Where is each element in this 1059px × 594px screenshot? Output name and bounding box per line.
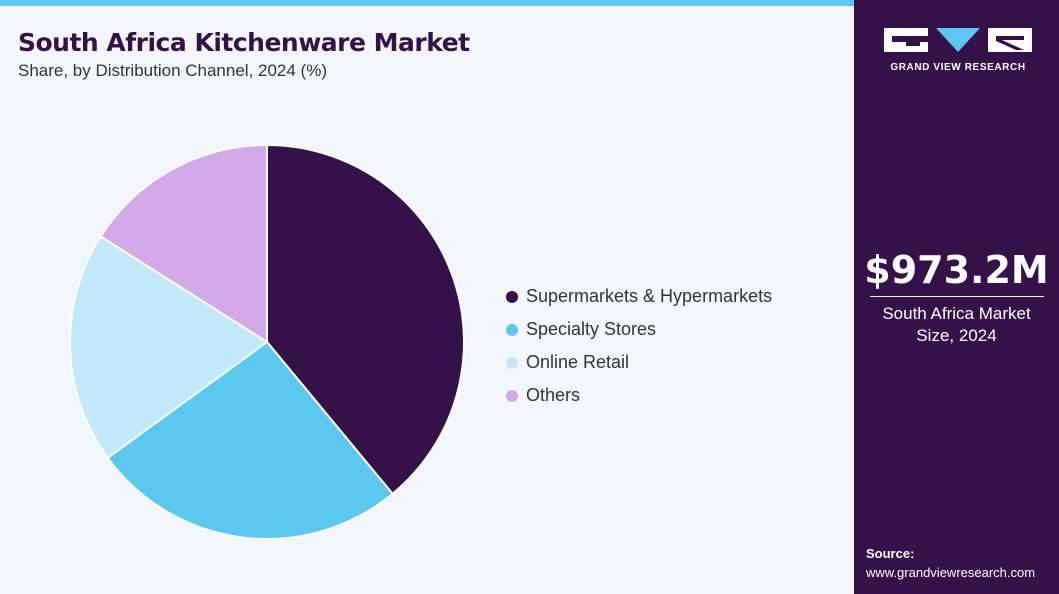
chart-area: South Africa Kitchenware Market Share, b… (18, 28, 772, 540)
market-size-label: South Africa Market Size, 2024 (854, 303, 1059, 347)
source-label: Source: (866, 546, 915, 561)
chart-subtitle: Share, by Distribution Channel, 2024 (%) (18, 61, 327, 80)
legend-item-supermarkets: Supermarkets & Hypermarkets (506, 280, 772, 313)
legend-item-online-retail: Online Retail (506, 346, 772, 379)
legend-label: Others (526, 385, 581, 405)
legend-label: Specialty Stores (526, 319, 657, 339)
accent-strip (0, 0, 854, 6)
sidebar-panel: GRAND VIEW RESEARCH $973.2M South Africa… (854, 0, 1059, 594)
chart-legend: Supermarkets & Hypermarkets Specialty St… (506, 280, 772, 412)
brand-name: GRAND VIEW RESEARCH (890, 62, 1026, 73)
legend-swatch (506, 356, 518, 369)
market-label-line1: South Africa Market (882, 304, 1031, 323)
pie-slice-online-retail (69, 235, 269, 460)
market-label-line2: Size, 2024 (916, 326, 997, 345)
divider (870, 296, 1044, 297)
legend-item-specialty-stores: Specialty Stores (506, 313, 772, 346)
pie-chart (69, 143, 465, 540)
legend-swatch (506, 389, 518, 402)
chart-title: South Africa Kitchenware Market (18, 28, 470, 57)
market-size-value: $973.2M (864, 248, 1049, 292)
legend-swatch (506, 323, 518, 336)
pie-slice-others (99, 143, 268, 344)
source-link[interactable]: www.grandviewresearch.com (866, 565, 1036, 580)
pie-slice-specialty-stores (106, 340, 394, 540)
legend-label: Supermarkets & Hypermarkets (526, 286, 773, 306)
gvr-logo-icon: GRAND VIEW RESEARCH (884, 28, 1032, 76)
legend-item-others: Others (506, 379, 772, 412)
legend-label: Online Retail (526, 352, 630, 372)
legend-swatch (506, 290, 518, 303)
pie-slice-supermarkets-hypermarkets (266, 143, 465, 496)
logo-mark (884, 28, 1032, 52)
